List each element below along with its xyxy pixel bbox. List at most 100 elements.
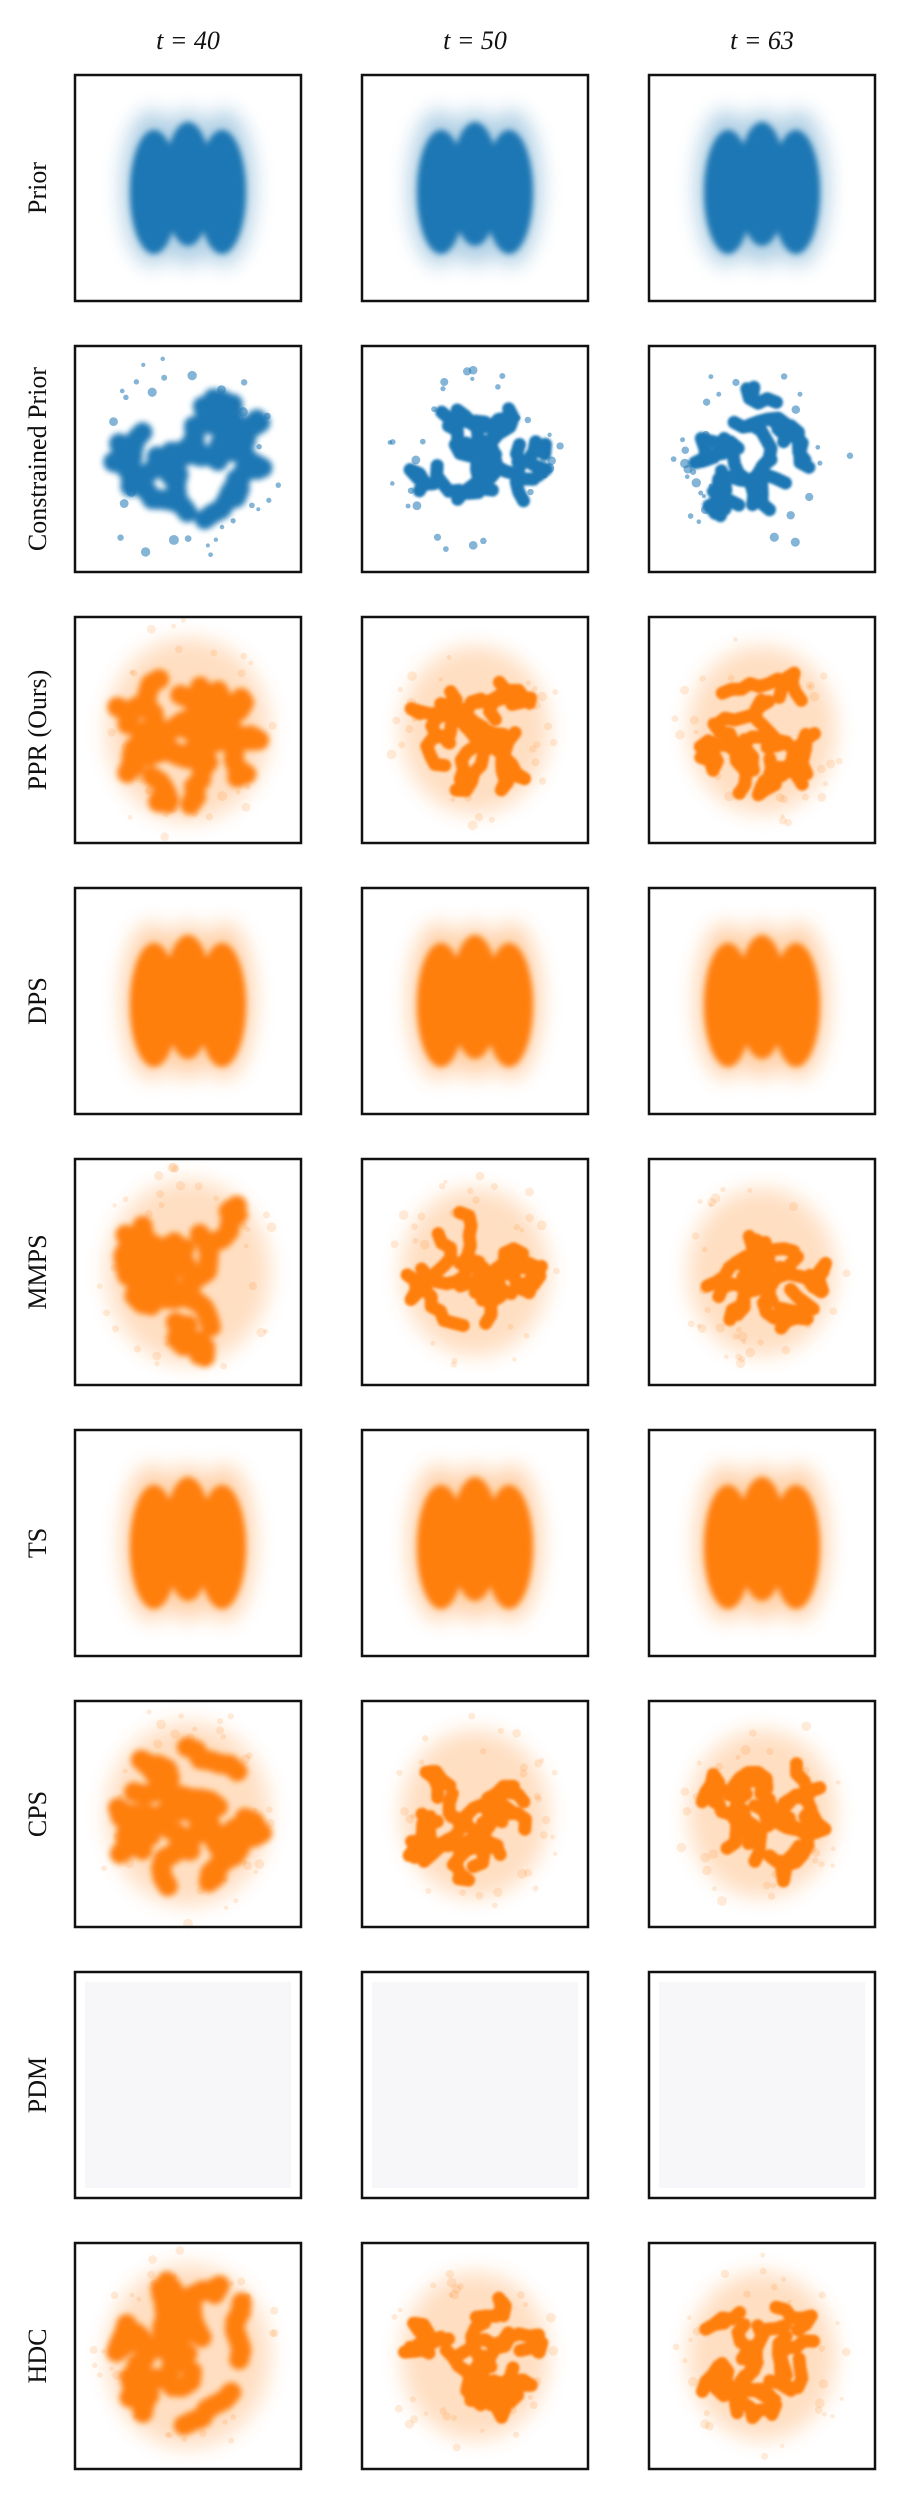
scatter-dot (735, 1326, 742, 1333)
scatter-dot (826, 759, 836, 769)
worm (506, 1259, 548, 1293)
scatter-dot (732, 378, 740, 387)
scatter-dot (830, 1846, 836, 1852)
scatter-dot (488, 816, 495, 823)
scatter-dot (735, 1358, 746, 1369)
scatter-dot (703, 2410, 710, 2417)
scatter-dot (154, 1361, 160, 1367)
scatter-dot (531, 758, 540, 767)
scatter-dot (702, 1865, 712, 1876)
core (704, 122, 820, 254)
scatter-dot (109, 2366, 115, 2372)
scatter-dot (789, 1202, 798, 1212)
scatter-dot (266, 497, 272, 503)
scatter-dot (835, 757, 843, 765)
scatter-dot (121, 742, 130, 752)
scatter-dot (439, 2407, 447, 2415)
worm (419, 1765, 457, 1804)
scatter-dot (820, 672, 828, 680)
scatter-dot (529, 745, 537, 753)
scatter-dot (101, 1865, 107, 1872)
scatter-dot (248, 732, 257, 741)
scatter-dot (111, 1325, 120, 1333)
scatter-dot (514, 415, 521, 421)
panel (360, 1970, 590, 2200)
scatter-dot (442, 2412, 451, 2421)
core (130, 1477, 246, 1609)
scatter-dot (475, 1891, 484, 1900)
panel-border (360, 73, 590, 303)
worm (108, 1797, 162, 1846)
scatter-dot (448, 2292, 454, 2298)
scatter-dot (174, 645, 183, 654)
panel (647, 886, 877, 1116)
scatter-dot (803, 771, 810, 778)
scatter-dot (398, 741, 406, 749)
scatter-dot (818, 2379, 829, 2389)
scatter-dot (733, 637, 738, 642)
scatter-dot (702, 430, 710, 439)
scatter-dot (691, 478, 702, 488)
scatter-dot (704, 2421, 714, 2431)
worm (700, 1250, 763, 1293)
scatter-dot (147, 2270, 156, 2279)
scatter-dot (245, 1752, 253, 1760)
scatter-dot (263, 1329, 269, 1334)
scatter-dot (809, 691, 820, 702)
panel (647, 1428, 877, 1658)
scatter-dot (263, 1211, 271, 1219)
scatter-dot (842, 1269, 851, 1278)
scatter-dot (266, 1818, 276, 1828)
panel (73, 73, 303, 303)
scatter-dot (539, 1831, 548, 1839)
scatter-dot (419, 1239, 430, 1250)
scatter-dot (409, 2396, 416, 2403)
scatter-dot (240, 1754, 251, 1764)
worms (108, 1737, 273, 1897)
scatter-dot (547, 456, 556, 465)
worm (769, 2300, 818, 2337)
scatter-dot (156, 1719, 166, 1730)
faint (372, 1982, 578, 2188)
scatter-dot (145, 785, 155, 795)
panel-border (647, 886, 877, 1116)
worm (194, 469, 250, 530)
scatter-dot (119, 388, 125, 394)
worm (170, 684, 241, 732)
panel-border (73, 1970, 303, 2200)
scatter-dot (146, 1709, 152, 1715)
scatter-dot (217, 1718, 224, 1725)
scatter-dot (387, 440, 393, 445)
worm (774, 2334, 821, 2382)
worm (771, 422, 816, 474)
scatter-dot (228, 2280, 235, 2287)
worms (107, 669, 270, 815)
panel (73, 344, 303, 574)
scatter-dot (109, 417, 118, 426)
panel (73, 2241, 303, 2471)
scatter-dot (497, 1727, 504, 1734)
scatter-dot (818, 2345, 826, 2352)
scatter-dot (675, 729, 685, 740)
scatter-dot (430, 2282, 437, 2289)
scatter-dot (708, 483, 714, 489)
scatter-dot (806, 1312, 816, 1323)
scatter-dot (422, 1735, 429, 1742)
scatter-dot (512, 1728, 522, 1738)
worm (176, 1737, 248, 1782)
scatter-dot (219, 524, 225, 530)
scatter-dot (780, 373, 788, 380)
scatter-dot (133, 379, 140, 385)
column-title: t = 63 (730, 26, 794, 55)
scatter-dot (767, 1892, 776, 1900)
worm (708, 464, 733, 516)
scatter-dot (691, 1232, 700, 1240)
scatter-dot (808, 684, 813, 689)
scatter-dot (122, 1196, 129, 1203)
worm (439, 2343, 492, 2402)
scatter-dot (431, 406, 438, 413)
panel (360, 886, 590, 1116)
scatter-dot (814, 2398, 825, 2409)
core (417, 1477, 533, 1609)
scatter-dot (791, 405, 801, 414)
